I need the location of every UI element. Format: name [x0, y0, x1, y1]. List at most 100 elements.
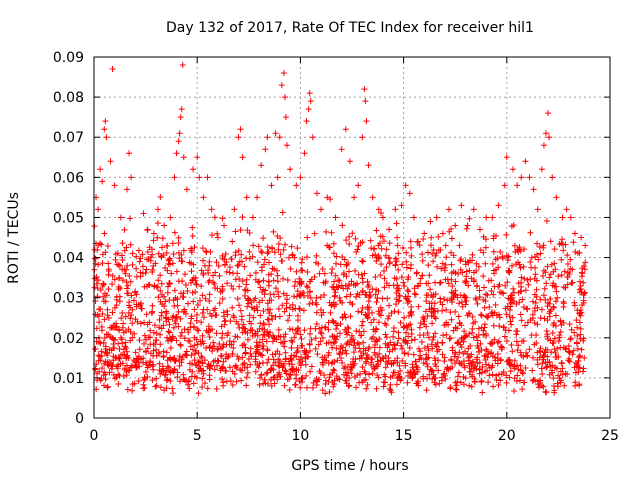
data-point: [291, 334, 298, 341]
data-point: [467, 368, 474, 375]
data-point: [211, 366, 218, 373]
data-point: [571, 329, 578, 336]
data-point: [116, 262, 123, 269]
data-point: [453, 382, 460, 389]
data-point: [439, 351, 446, 358]
data-point: [386, 302, 393, 309]
data-point: [127, 278, 134, 285]
data-point: [338, 355, 345, 362]
data-point: [317, 338, 324, 345]
data-point: [559, 371, 566, 378]
data-point: [287, 265, 294, 272]
data-point: [162, 371, 169, 378]
data-point: [249, 214, 256, 221]
data-point: [538, 306, 545, 313]
data-point: [329, 359, 336, 366]
data-point: [570, 239, 577, 246]
data-point: [242, 350, 249, 357]
data-point: [153, 375, 160, 382]
data-point: [433, 250, 440, 257]
data-point: [552, 364, 559, 371]
data-point: [156, 367, 163, 374]
data-point: [457, 257, 464, 264]
data-point: [270, 334, 277, 341]
data-point: [294, 288, 301, 295]
data-point: [222, 317, 229, 324]
data-point: [441, 370, 448, 377]
data-point: [363, 358, 370, 365]
data-point: [155, 277, 162, 284]
data-point: [148, 246, 155, 253]
data-point: [356, 328, 363, 335]
data-point: [260, 321, 267, 328]
data-point: [449, 364, 456, 371]
data-point: [399, 244, 406, 251]
data-point: [509, 262, 516, 269]
data-point: [101, 316, 108, 323]
data-point: [406, 190, 413, 197]
data-point: [551, 346, 558, 353]
data-point: [414, 366, 421, 373]
data-point: [395, 298, 402, 305]
data-point: [338, 146, 345, 153]
data-point: [403, 264, 410, 271]
data-point: [95, 261, 102, 268]
data-point: [198, 340, 205, 347]
data-point: [552, 298, 559, 305]
data-point: [234, 262, 241, 269]
data-point: [182, 282, 189, 289]
data-point: [386, 348, 393, 355]
data-point: [314, 351, 321, 358]
data-point: [498, 346, 505, 353]
data-point: [147, 334, 154, 341]
data-point: [448, 261, 455, 268]
data-point: [103, 350, 110, 357]
data-point: [230, 312, 237, 319]
data-point: [197, 297, 204, 304]
data-point: [428, 368, 435, 375]
data-point: [393, 301, 400, 308]
data-point: [345, 383, 352, 390]
data-point: [550, 280, 557, 287]
data-point: [417, 320, 424, 327]
data-point: [170, 313, 177, 320]
data-point: [555, 372, 562, 379]
data-point: [537, 250, 544, 257]
data-point: [390, 333, 397, 340]
data-point: [456, 320, 463, 327]
data-point: [382, 358, 389, 365]
data-point: [519, 386, 526, 393]
data-point: [270, 291, 277, 298]
data-point: [121, 247, 128, 254]
data-point: [121, 226, 128, 233]
data-point: [239, 214, 246, 221]
data-point: [198, 283, 205, 290]
data-point: [377, 357, 384, 364]
data-point: [574, 345, 581, 352]
data-point: [434, 348, 441, 355]
data-point: [244, 227, 251, 234]
data-point: [177, 342, 184, 349]
data-point: [191, 244, 198, 251]
data-point: [236, 258, 243, 265]
data-point: [264, 300, 271, 307]
data-point: [157, 298, 164, 305]
data-point: [293, 182, 300, 189]
data-point: [105, 271, 112, 278]
data-point: [153, 382, 160, 389]
data-point: [265, 316, 272, 323]
data-point: [425, 262, 432, 269]
data-point: [450, 327, 457, 334]
data-point: [397, 367, 404, 374]
data-point: [336, 294, 343, 301]
data-point: [423, 387, 430, 394]
data-point: [390, 328, 397, 335]
data-point: [105, 286, 112, 293]
data-point: [287, 166, 294, 173]
data-point: [486, 372, 493, 379]
data-point: [235, 262, 242, 269]
data-point: [557, 318, 564, 325]
data-point: [386, 260, 393, 267]
data-point: [394, 339, 401, 346]
data-point: [518, 279, 525, 286]
